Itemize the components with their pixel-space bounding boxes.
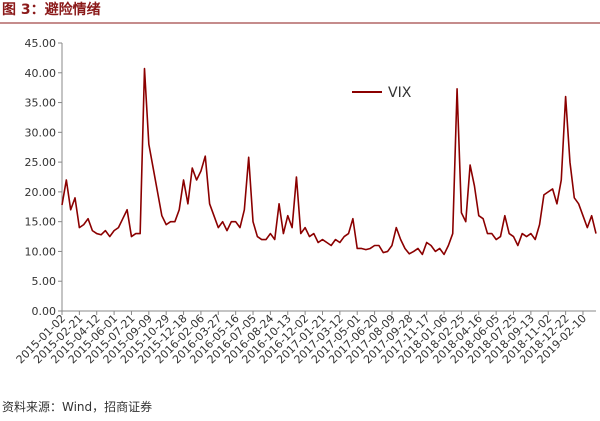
y-tick-label: 10.00	[25, 245, 57, 258]
y-tick-label: 20.00	[25, 186, 57, 199]
y-tick-label: 35.00	[25, 97, 57, 110]
y-tick-label: 25.00	[25, 156, 57, 169]
source-note: 资料来源：Wind，招商证券	[2, 399, 152, 414]
y-tick-label: 45.00	[25, 37, 57, 50]
y-tick-label: 0.00	[32, 305, 57, 318]
y-tick-label: 5.00	[32, 275, 57, 288]
line-series	[61, 67, 597, 256]
legend-label: VIX	[388, 85, 412, 101]
y-tick-label: 40.00	[25, 67, 57, 80]
y-tick-label: 30.00	[25, 126, 57, 139]
y-tick-label: 15.00	[25, 216, 57, 229]
chart-title: 图 3：避险情绪	[2, 1, 101, 18]
